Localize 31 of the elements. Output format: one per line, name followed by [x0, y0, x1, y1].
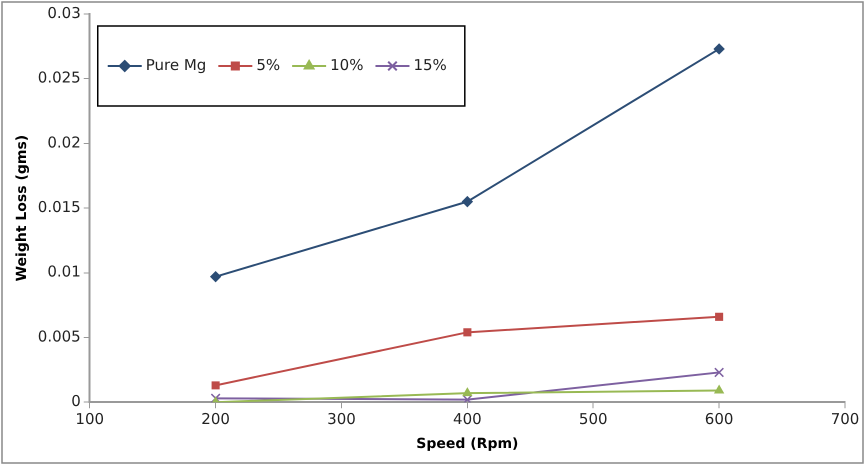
point	[462, 394, 472, 402]
y-tick-label: 0	[71, 392, 81, 410]
point	[714, 385, 724, 394]
point	[714, 367, 724, 378]
point	[462, 196, 473, 208]
x-tick-label: 400	[453, 410, 482, 428]
y-tick-label: 0.005	[38, 327, 81, 346]
legend-label: Pure Mg	[146, 56, 206, 74]
x-tick-label: 700	[830, 410, 860, 428]
y-tick-label: 0.025	[38, 68, 81, 87]
point	[210, 393, 221, 402]
point	[463, 328, 472, 336]
x-tick-label: 500	[578, 410, 608, 428]
x-axis-title: Speed (Rpm)	[416, 436, 518, 452]
x-tick-label: 100	[75, 410, 104, 428]
legend-label: 15%	[413, 56, 447, 74]
x-tick-label: 300	[327, 410, 356, 428]
y-tick-label: 0.01	[47, 262, 81, 281]
legend-label: 5%	[256, 56, 280, 74]
y-axis-title: Weight Loss (gms)	[14, 134, 30, 282]
point	[210, 271, 222, 282]
point	[462, 388, 472, 396]
x-tick-label: 600	[704, 410, 734, 428]
legend-label: 10%	[330, 56, 364, 74]
point	[714, 43, 725, 54]
y-tick-label: 0.015	[38, 198, 81, 216]
x-tick-label: 200	[201, 410, 230, 428]
y-tick-label: 0.03	[47, 4, 81, 22]
y-tick-label: 0.02	[47, 133, 81, 152]
point	[715, 312, 724, 321]
point	[212, 381, 220, 390]
